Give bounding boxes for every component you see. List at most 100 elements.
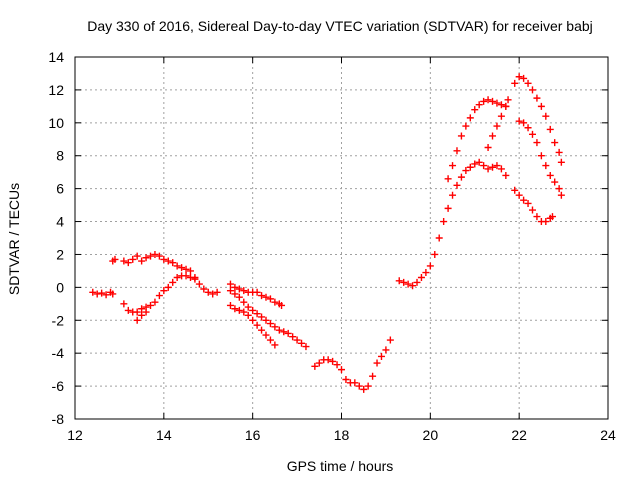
data-point [551, 178, 559, 186]
grid [75, 57, 608, 419]
data-point [226, 287, 234, 295]
data-point [475, 158, 483, 166]
data-point [226, 301, 234, 309]
data-point [249, 316, 257, 324]
data-point [98, 289, 106, 297]
data-point [400, 278, 408, 286]
data-point [186, 273, 194, 281]
data-point [475, 101, 483, 109]
data-point [178, 264, 186, 272]
data-point [109, 290, 117, 298]
y-tick-label: 10 [48, 115, 64, 131]
plot-frame [74, 56, 609, 420]
data-point [546, 125, 554, 133]
data-point [355, 382, 363, 390]
data-point [533, 213, 541, 221]
data-point [557, 191, 565, 199]
data-point [462, 122, 470, 130]
data-point [262, 331, 270, 339]
data-point [155, 252, 163, 260]
data-point [102, 291, 110, 299]
data-point [369, 372, 377, 380]
y-tick-label: -8 [52, 411, 65, 427]
y-tick-label: -4 [52, 345, 65, 361]
data-point [93, 290, 101, 298]
data-point [395, 277, 403, 285]
series-arc-13 [511, 73, 565, 166]
data-point [515, 191, 523, 199]
y-axis-label: SDTVAR / TECUs [6, 183, 22, 295]
x-tick-label: 22 [511, 427, 527, 443]
data-point [484, 96, 492, 104]
data-point [404, 280, 412, 288]
data-point [262, 316, 270, 324]
data-point [329, 357, 337, 365]
data-point [364, 382, 372, 390]
data-point [266, 336, 274, 344]
data-point [124, 306, 132, 314]
data-point [142, 254, 150, 262]
data-point [333, 361, 341, 369]
data-point [471, 106, 479, 114]
data-point [444, 204, 452, 212]
data-point [520, 74, 528, 82]
data-point [253, 288, 261, 296]
data-point [484, 144, 492, 151]
data-point [253, 321, 261, 329]
data-point [440, 218, 448, 226]
data-point [493, 162, 501, 170]
data-point [515, 73, 523, 81]
data-point [209, 290, 217, 298]
data-point [240, 287, 248, 295]
data-point [164, 283, 172, 291]
data-point [471, 160, 479, 168]
data-point [191, 275, 199, 283]
data-point [271, 341, 279, 349]
data-point [160, 255, 168, 263]
data-point [289, 333, 297, 341]
data-point [271, 323, 279, 331]
data-point [528, 130, 536, 138]
data-point [89, 288, 97, 296]
data-point [182, 272, 190, 280]
data-point [133, 316, 141, 324]
data-point [155, 292, 163, 300]
data-point [511, 79, 519, 87]
data-point [533, 94, 541, 102]
data-point [453, 147, 461, 155]
x-tick-label: 18 [334, 427, 350, 443]
data-point [133, 252, 141, 260]
x-tick-label: 24 [600, 427, 616, 443]
data-point [231, 283, 239, 291]
x-tick-label: 12 [67, 427, 83, 443]
data-point [186, 267, 194, 275]
data-point [462, 167, 470, 175]
data-point [169, 259, 177, 267]
data-point [546, 171, 554, 179]
data-point [533, 139, 541, 147]
data-point [426, 262, 434, 270]
series-arc-9 [311, 336, 394, 393]
series-arc-3 [120, 250, 221, 298]
data-point [151, 250, 159, 258]
data-point [213, 288, 221, 296]
data-point [551, 139, 559, 147]
y-tick-label: -6 [52, 378, 65, 394]
data-point [182, 265, 190, 273]
data-point [147, 252, 155, 260]
data-point [457, 173, 465, 181]
x-tick-label: 20 [423, 427, 439, 443]
data-point [151, 298, 159, 306]
data-point [315, 359, 323, 367]
data-point [200, 285, 208, 293]
data-point [133, 308, 141, 316]
data-point [173, 273, 181, 281]
data-point [240, 308, 248, 316]
data-point [226, 280, 234, 288]
series-arc-4 [120, 272, 199, 316]
chart-title: Day 330 of 2016, Sidereal Day-to-day VTE… [87, 18, 593, 34]
data-point [373, 359, 381, 367]
data-point [147, 301, 155, 309]
series-arc-14 [515, 117, 565, 199]
